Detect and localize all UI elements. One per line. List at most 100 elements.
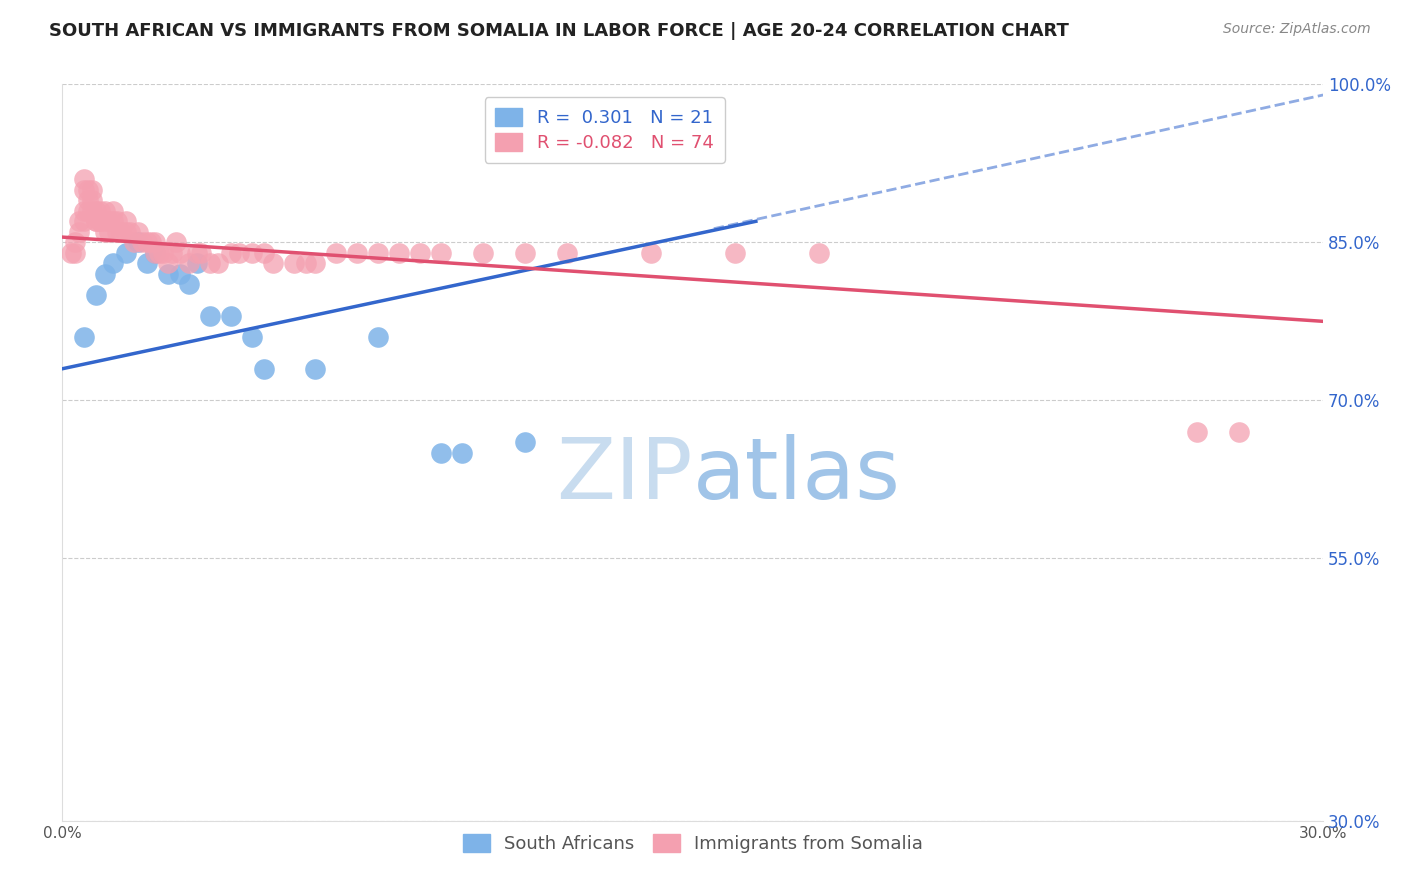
Point (97, 225, 120, 239)
Point (122, 235, 145, 250)
Point (127, 235, 149, 250)
Point (207, 256, 229, 270)
Point (131, 235, 153, 250)
Point (72, 330, 94, 344)
Point (388, 246, 411, 260)
Point (80, 194, 103, 208)
Point (262, 256, 284, 270)
Point (139, 235, 162, 250)
Point (105, 214, 128, 228)
Point (76, 183, 98, 197)
Point (101, 203, 124, 218)
Point (110, 225, 132, 239)
Point (93, 203, 115, 218)
Point (186, 246, 208, 260)
Point (177, 277, 200, 292)
Point (724, 246, 747, 260)
Point (67, 214, 90, 228)
Point (367, 246, 389, 260)
Text: atlas: atlas (693, 434, 901, 516)
Point (67, 225, 90, 239)
Point (165, 235, 187, 250)
Point (114, 246, 136, 260)
Point (429, 246, 451, 260)
Point (89, 203, 111, 218)
Point (219, 246, 242, 260)
Point (114, 225, 136, 239)
Point (240, 330, 263, 344)
Point (1185, 425, 1208, 439)
Point (429, 446, 451, 460)
Point (240, 246, 263, 260)
Point (160, 246, 183, 260)
Point (148, 246, 170, 260)
Point (97, 214, 120, 228)
Point (177, 256, 200, 270)
Point (513, 435, 536, 450)
Point (304, 361, 326, 376)
Point (228, 246, 250, 260)
Point (89, 214, 111, 228)
Point (114, 214, 136, 228)
Point (101, 214, 124, 228)
Point (640, 246, 662, 260)
Point (304, 256, 326, 270)
Point (295, 256, 318, 270)
Point (186, 256, 208, 270)
Point (190, 246, 212, 260)
Point (101, 256, 124, 270)
Point (127, 225, 149, 239)
Point (807, 246, 830, 260)
Point (72, 183, 94, 197)
Legend: R =  0.301   N = 21, R = -0.082   N = 74: R = 0.301 N = 21, R = -0.082 N = 74 (485, 97, 724, 163)
Point (59, 246, 82, 260)
Text: Source: ZipAtlas.com: Source: ZipAtlas.com (1223, 22, 1371, 37)
Point (63, 235, 86, 250)
Point (152, 246, 174, 260)
Point (471, 246, 494, 260)
Point (93, 225, 115, 239)
Point (72, 203, 94, 218)
Point (367, 330, 389, 344)
Point (80, 203, 103, 218)
Point (253, 246, 276, 260)
Point (198, 256, 221, 270)
Point (1227, 425, 1250, 439)
Point (169, 246, 191, 260)
Point (72, 172, 94, 186)
Point (84, 203, 107, 218)
Text: SOUTH AFRICAN VS IMMIGRANTS FROM SOMALIA IN LABOR FORCE | AGE 20-24 CORRELATION : SOUTH AFRICAN VS IMMIGRANTS FROM SOMALIA… (49, 22, 1069, 40)
Point (76, 194, 98, 208)
Point (93, 214, 115, 228)
Point (143, 246, 166, 260)
Point (253, 361, 276, 376)
Point (156, 267, 179, 281)
Point (89, 214, 111, 228)
Point (283, 256, 305, 270)
Point (84, 214, 107, 228)
Point (346, 246, 368, 260)
Point (513, 246, 536, 260)
Point (555, 246, 578, 260)
Point (156, 256, 179, 270)
Point (408, 246, 430, 260)
Point (143, 235, 166, 250)
Point (219, 309, 242, 323)
Point (118, 225, 141, 239)
Point (84, 214, 107, 228)
Point (450, 446, 472, 460)
Point (143, 246, 166, 260)
Point (72, 214, 94, 228)
Text: ZIP: ZIP (557, 434, 693, 516)
Point (93, 267, 115, 281)
Point (76, 203, 98, 218)
Point (325, 246, 347, 260)
Point (198, 309, 221, 323)
Point (135, 256, 157, 270)
Point (84, 288, 107, 302)
Point (169, 267, 191, 281)
Point (105, 225, 128, 239)
Point (80, 183, 103, 197)
Point (63, 246, 86, 260)
Point (135, 235, 157, 250)
